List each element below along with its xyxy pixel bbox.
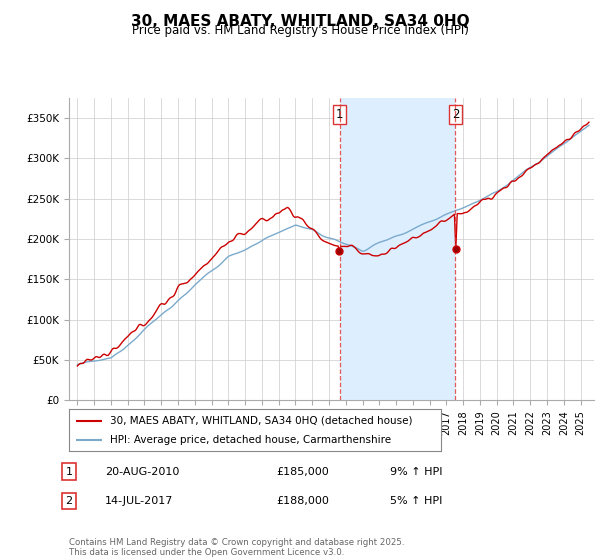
Text: 2: 2 [65, 496, 73, 506]
Text: Contains HM Land Registry data © Crown copyright and database right 2025.
This d: Contains HM Land Registry data © Crown c… [69, 538, 404, 557]
Text: £188,000: £188,000 [276, 496, 329, 506]
Text: 30, MAES ABATY, WHITLAND, SA34 0HQ (detached house): 30, MAES ABATY, WHITLAND, SA34 0HQ (deta… [110, 416, 412, 426]
Text: 9% ↑ HPI: 9% ↑ HPI [390, 466, 443, 477]
Text: Price paid vs. HM Land Registry's House Price Index (HPI): Price paid vs. HM Land Registry's House … [131, 24, 469, 37]
Text: 30, MAES ABATY, WHITLAND, SA34 0HQ: 30, MAES ABATY, WHITLAND, SA34 0HQ [131, 14, 469, 29]
Text: 14-JUL-2017: 14-JUL-2017 [105, 496, 173, 506]
Text: 1: 1 [336, 108, 343, 121]
Text: 5% ↑ HPI: 5% ↑ HPI [390, 496, 442, 506]
Text: 1: 1 [65, 466, 73, 477]
Text: £185,000: £185,000 [276, 466, 329, 477]
Text: 2: 2 [452, 108, 459, 121]
Text: HPI: Average price, detached house, Carmarthenshire: HPI: Average price, detached house, Carm… [110, 435, 391, 445]
Text: 20-AUG-2010: 20-AUG-2010 [105, 466, 179, 477]
